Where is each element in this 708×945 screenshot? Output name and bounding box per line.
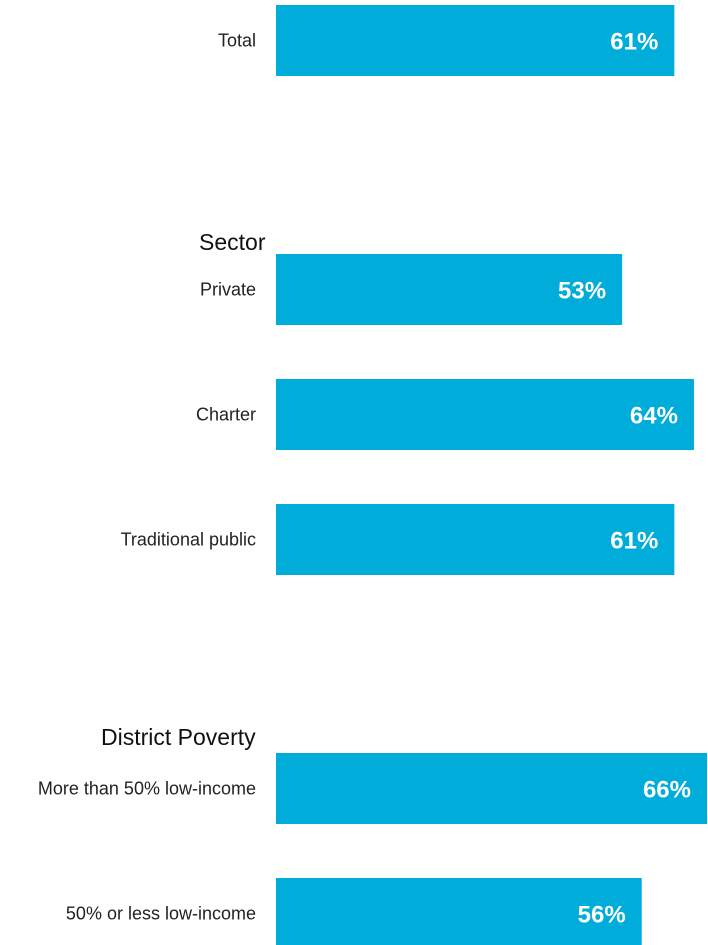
group-label: District Poverty [101, 724, 256, 750]
bar [276, 878, 642, 945]
value-label: 53% [558, 278, 606, 305]
value-label: 66% [643, 777, 691, 804]
category-label: 50% or less low-income [66, 904, 256, 924]
bar [276, 504, 675, 575]
value-label: 56% [578, 902, 626, 929]
bar [276, 5, 675, 76]
category-label: Charter [196, 405, 256, 425]
category-label: Private [200, 280, 256, 300]
value-label: 64% [630, 403, 678, 430]
chart-marks: Total 61% Sector Private 53% Charter 64% Tradit… [38, 5, 707, 945]
bar [276, 254, 623, 325]
value-label: 61% [610, 528, 658, 555]
value-label: 61% [610, 29, 658, 56]
group-label: Sector [199, 229, 266, 255]
bar [276, 379, 694, 450]
category-label: More than 50% low-income [38, 779, 256, 799]
bar [276, 753, 707, 824]
category-label: Total [218, 31, 256, 51]
category-label: Traditional public [121, 530, 256, 550]
